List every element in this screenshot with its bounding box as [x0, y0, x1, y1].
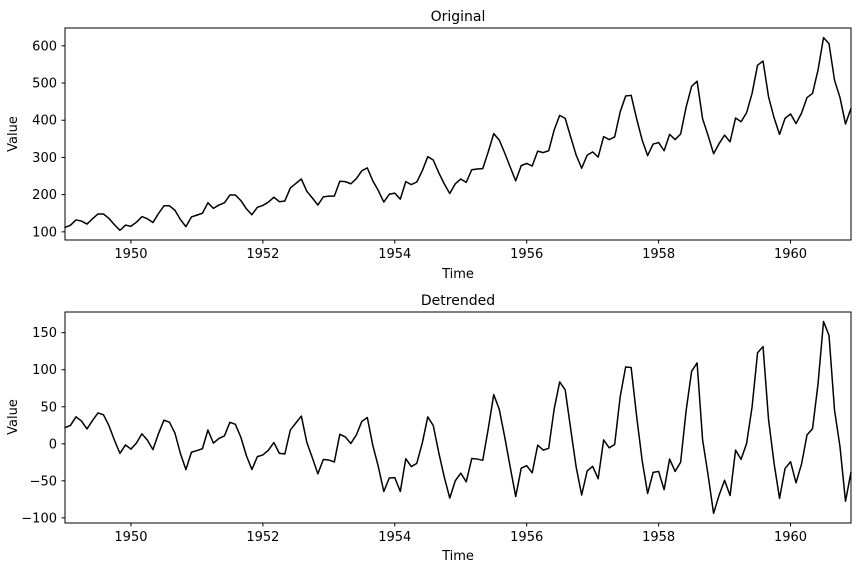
x-tick-label: 1960: [774, 247, 807, 262]
x-tick-label: 1960: [774, 530, 807, 545]
y-tick-label: 200: [32, 188, 57, 203]
y-axis-label-detrended: Value: [6, 399, 21, 435]
x-tick-label: 1952: [246, 530, 279, 545]
series-line-original: [64, 36, 852, 232]
x-tick-label: 1956: [510, 247, 543, 262]
y-tick-label: −50: [30, 474, 57, 489]
y-tick-label: 600: [32, 39, 57, 54]
x-tick-label: 1956: [510, 530, 543, 545]
y-tick-label: 50: [40, 400, 57, 415]
y-tick-label: 150: [32, 326, 57, 341]
chart-title-original: Original: [430, 9, 486, 25]
x-axis-label-original: Time: [442, 267, 474, 282]
y-tick-label: −100: [21, 511, 57, 526]
y-tick-label: 500: [32, 77, 57, 92]
x-axis-label-detrended: Time: [442, 549, 474, 564]
x-tick-label: 1954: [378, 530, 411, 545]
y-tick-label: 100: [32, 225, 57, 240]
y-tick-label: 0: [49, 437, 57, 452]
x-tick-label: 1950: [114, 530, 147, 545]
chart-title-detrended: Detrended: [420, 293, 496, 309]
x-tick-label: 1958: [642, 247, 675, 262]
axes-frame: [64, 311, 852, 524]
y-axis-label-original: Value: [6, 116, 21, 152]
series-line-detrended: [64, 320, 852, 515]
axes-frame: [64, 27, 852, 241]
x-tick-label: 1958: [642, 530, 675, 545]
x-tick-label: 1952: [246, 247, 279, 262]
y-tick-label: 400: [32, 114, 57, 129]
y-tick-label: 300: [32, 151, 57, 166]
x-tick-label: 1950: [114, 247, 147, 262]
x-tick-label: 1954: [378, 247, 411, 262]
y-tick-label: 100: [32, 363, 57, 378]
